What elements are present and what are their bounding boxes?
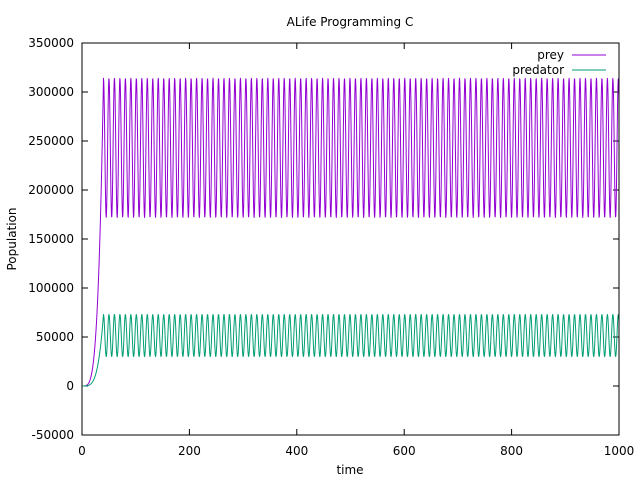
y-tick-label: 350000: [28, 36, 74, 50]
plot-area: [81, 77, 620, 387]
y-tick-label: 100000: [28, 281, 74, 295]
series-line-predator: [81, 313, 620, 387]
x-tick-label: 0: [78, 444, 86, 458]
x-tick-label: 1000: [604, 444, 635, 458]
series-line-prey: [81, 77, 620, 387]
x-tick-label: 800: [500, 444, 523, 458]
x-axis-label: time: [336, 463, 363, 477]
y-tick-label: 150000: [28, 232, 74, 246]
x-axis: 0 200 400 600 800 1000: [78, 43, 634, 458]
y-axis: -50000 0 50000 100000 150000 200000 250000 3000…: [28, 36, 619, 442]
y-tick-label: 250000: [28, 134, 74, 148]
plot-frame: [81, 42, 620, 436]
y-axis-label: Population: [5, 207, 19, 270]
y-tick-label: 200000: [28, 183, 74, 197]
legend-label-prey: prey: [537, 48, 564, 62]
legend-label-predator: predator: [512, 63, 564, 77]
x-tick-label: 200: [178, 444, 201, 458]
y-tick-label: 300000: [28, 85, 74, 99]
y-tick-label: 50000: [36, 330, 74, 344]
y-tick-label: 0: [66, 379, 74, 393]
x-tick-label: 400: [285, 444, 308, 458]
x-tick-label: 600: [393, 444, 416, 458]
chart-title: ALife Programming C: [287, 15, 414, 29]
y-tick-label: -50000: [31, 428, 74, 442]
